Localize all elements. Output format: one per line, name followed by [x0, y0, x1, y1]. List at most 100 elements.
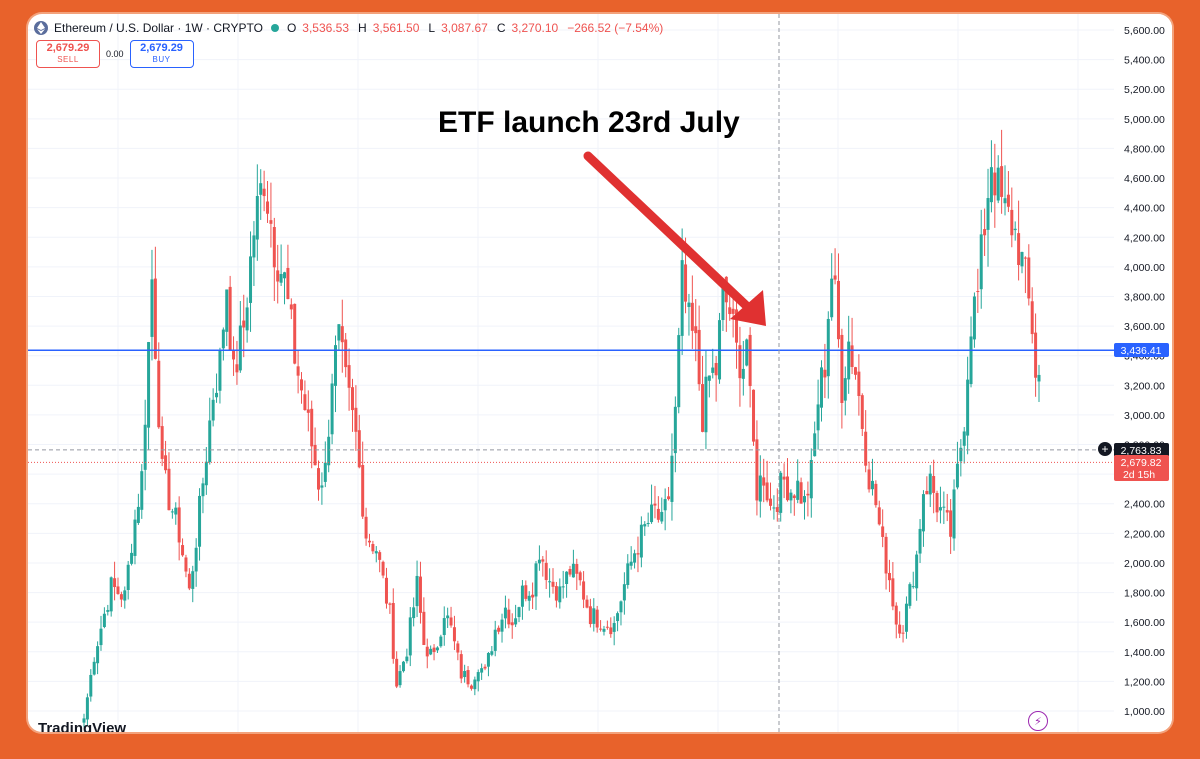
buy-button[interactable]: 2,679.29 BUY [129, 40, 194, 68]
candle [367, 533, 371, 548]
candle [816, 379, 820, 450]
candle [507, 598, 511, 629]
candle-body [782, 476, 786, 480]
candle-body [422, 611, 426, 645]
candle-body [82, 718, 86, 723]
add-alert-plus-icon[interactable]: + [1098, 442, 1112, 456]
candle [901, 625, 905, 643]
candle-body [588, 606, 592, 625]
candle-body [833, 275, 837, 280]
candle [259, 169, 263, 220]
candle-body [418, 576, 422, 613]
lightning-icon[interactable]: ⚡ [1028, 711, 1048, 731]
candle [765, 460, 769, 503]
candle [330, 373, 334, 445]
candle-body [544, 562, 548, 581]
y-tick-label: 1,400.00 [1124, 647, 1165, 659]
candle [85, 693, 89, 727]
candle-body [323, 462, 327, 482]
candle [357, 414, 361, 469]
candle [966, 356, 970, 455]
candle [429, 645, 433, 656]
sell-price: 2,679.29 [46, 42, 90, 54]
candle-body [874, 483, 878, 506]
candle [252, 221, 256, 286]
candle [792, 494, 796, 516]
y-tick-label: 5,200.00 [1124, 84, 1165, 96]
candle-body [300, 379, 304, 391]
candle [972, 292, 976, 348]
candle-body [364, 516, 368, 539]
candle [786, 458, 790, 502]
candle-body [133, 519, 137, 556]
candle [143, 399, 147, 491]
candle-body [1010, 209, 1014, 236]
crosshair-price-label: 2,763.83 [1121, 445, 1162, 457]
candle [524, 580, 528, 602]
symbol-title[interactable]: Ethereum / U.S. Dollar · 1W · CRYPTO [54, 21, 263, 35]
candle [949, 499, 953, 554]
candle-body [466, 670, 470, 685]
candle-body [840, 334, 844, 403]
candle-body [537, 559, 541, 564]
candle-body [109, 577, 113, 612]
candle [609, 617, 613, 638]
candle [925, 476, 929, 495]
candle-body [938, 507, 942, 511]
candle-body [755, 439, 759, 501]
sell-button[interactable]: 2,679.29 SELL [36, 40, 100, 68]
candle-body [684, 264, 688, 302]
candlestick-chart[interactable]: 1,000.00 1,200.00 1,400.00 1,600.00 1,800.00… [28, 14, 1172, 732]
candle-body [174, 507, 178, 515]
candle [660, 497, 664, 524]
candle-body [823, 369, 827, 378]
candle-body [1034, 332, 1038, 378]
candle [741, 340, 745, 396]
candle [796, 459, 800, 504]
candle-body [337, 324, 341, 341]
candle [337, 324, 341, 351]
y-tick-label: 4,400.00 [1124, 203, 1165, 215]
candle [707, 375, 711, 398]
candle [361, 441, 365, 519]
candle-body [262, 188, 266, 197]
candle [480, 663, 484, 680]
candle [962, 427, 966, 464]
candle-body [789, 492, 793, 501]
candle [853, 366, 857, 380]
candle [582, 571, 586, 609]
tradingview-watermark: TradingView [38, 720, 127, 732]
candle [123, 586, 127, 609]
candle-body [731, 308, 735, 314]
candle [541, 556, 545, 577]
candle [401, 660, 405, 673]
candle-body [480, 668, 484, 673]
candle [500, 613, 504, 643]
candle-body [548, 581, 552, 583]
candle [782, 463, 786, 499]
candle-body [361, 465, 365, 517]
candle [894, 602, 898, 639]
candle [690, 275, 694, 349]
candle-body [153, 278, 157, 359]
candle [452, 615, 456, 651]
candle [619, 600, 623, 626]
candle-body [792, 495, 796, 499]
candle [836, 253, 840, 348]
candle [303, 380, 307, 411]
candle [439, 634, 443, 648]
candle [378, 550, 382, 573]
y-tick-label: 2,000.00 [1124, 558, 1165, 570]
candle-body [551, 581, 555, 587]
candle-body [126, 564, 130, 591]
candle [350, 378, 354, 432]
candle-body [391, 603, 395, 659]
candle-body [208, 420, 212, 463]
candle-body [707, 375, 711, 381]
price-axis[interactable]: 1,000.00 1,200.00 1,400.00 1,600.00 1,800.00… [1116, 14, 1172, 732]
candle [979, 209, 983, 309]
close-value: 3,270.10 [511, 21, 559, 35]
candle-body [497, 627, 501, 632]
candle [293, 303, 297, 365]
candle [347, 348, 351, 411]
